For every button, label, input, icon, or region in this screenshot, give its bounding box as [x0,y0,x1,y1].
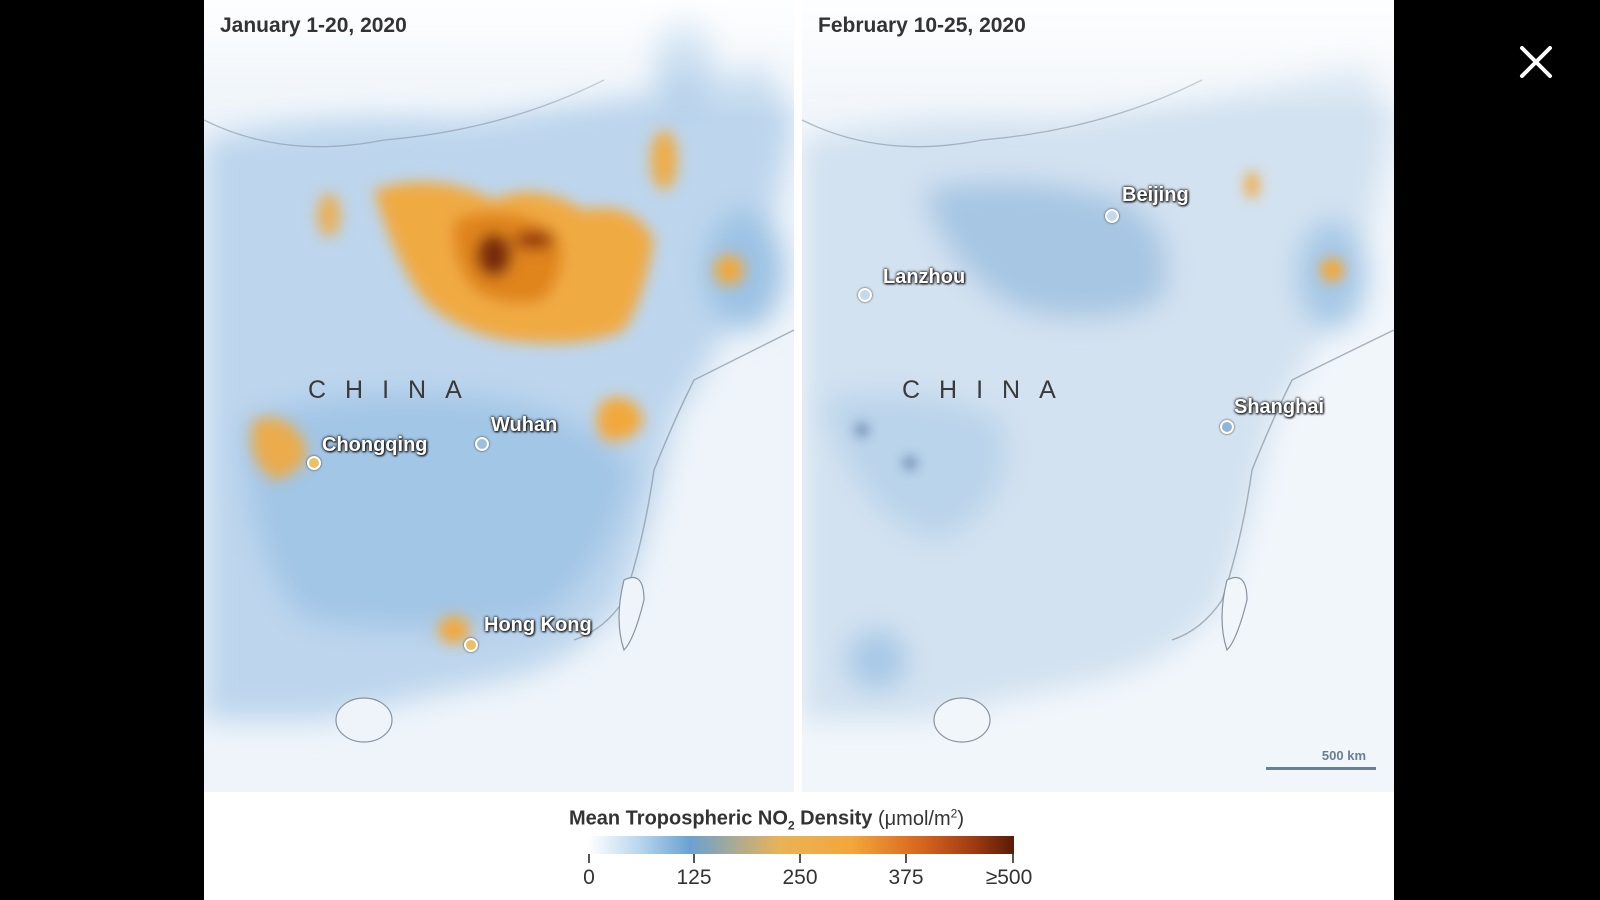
legend-unit-superscript: 2 [950,806,958,820]
legend-tick-label: 375 [888,866,924,889]
city-label-beijing: Beijing [1122,184,1189,206]
country-label: CHINA [902,376,1075,404]
image-viewer: January 1-20, 2020 CHINA Chongqing Wuhan… [204,0,1394,900]
legend-unit-text: (μmol/m [878,807,951,830]
scale-bar: 500 km [1266,748,1376,770]
legend-tick [588,854,590,863]
map-panel-january: January 1-20, 2020 CHINA Chongqing Wuhan… [204,0,794,792]
city-marker-hong-kong [464,638,478,652]
legend-tick [693,854,695,863]
city-marker-chongqing [307,456,321,470]
legend-tick [905,854,907,863]
legend-tick [1012,854,1014,863]
map-february-image [802,0,1394,792]
legend-title: Mean Tropospheric NO2 Density (μmol/m2) [569,806,964,833]
city-label-wuhan: Wuhan [491,414,558,436]
panel-title-january: January 1-20, 2020 [220,14,407,37]
legend-unit: (μmol/m2) [878,806,964,830]
legend-tick-label: 0 [583,866,595,889]
legend-unit-close: ) [957,807,964,830]
close-icon [1520,46,1552,78]
legend-tick [799,854,801,863]
legend-tick-label: 250 [782,866,818,889]
city-label-chongqing: Chongqing [322,434,428,456]
city-marker-shanghai [1220,420,1234,434]
legend-title-subscript: 2 [787,818,795,833]
legend-colorbar [588,836,1014,854]
city-marker-beijing [1105,209,1119,223]
city-marker-wuhan [475,437,489,451]
panel-divider [794,0,802,792]
legend-title-suffix: Density [794,807,873,830]
city-label-lanzhou: Lanzhou [883,266,966,288]
city-label-hong-kong: Hong Kong [484,614,592,636]
city-label-shanghai: Shanghai [1234,396,1325,418]
legend-title-text: Mean Tropospheric NO [569,807,788,830]
scale-bar-label: 500 km [1321,748,1366,763]
scale-bar-line [1266,767,1376,770]
legend-tick-label: ≥500 [985,866,1033,889]
close-button[interactable] [1516,42,1556,82]
country-label: CHINA [308,376,481,404]
city-marker-lanzhou [858,288,872,302]
map-panel-february: February 10-25, 2020 CHINA Beijing Lanzh… [802,0,1394,792]
legend-tick-label: 125 [676,866,712,889]
panel-title-february: February 10-25, 2020 [818,14,1026,37]
map-january-image [204,0,794,792]
